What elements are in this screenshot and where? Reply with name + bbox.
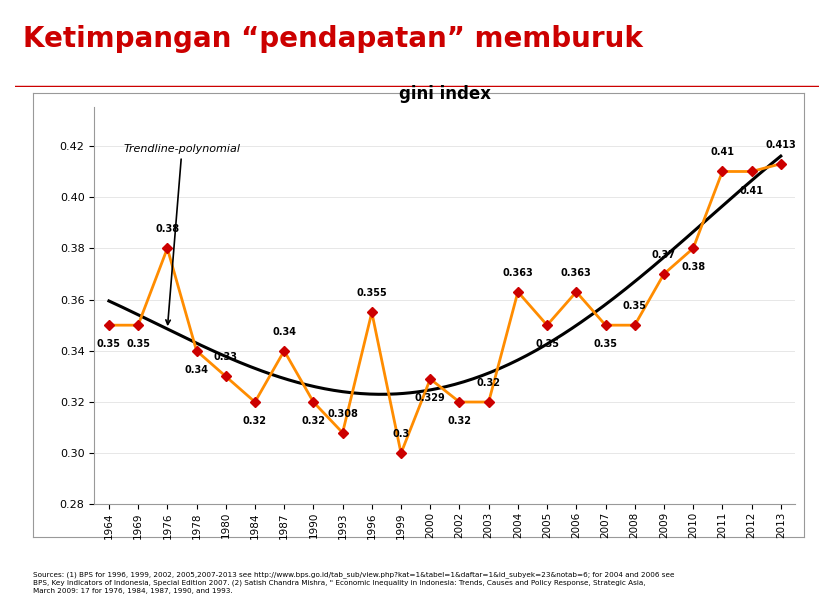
Text: 0.308: 0.308 — [327, 409, 358, 418]
Text: 0.34: 0.34 — [184, 365, 208, 375]
Text: 0.32: 0.32 — [447, 416, 471, 426]
Text: 0.35: 0.35 — [126, 339, 150, 349]
Text: 0.413: 0.413 — [764, 140, 795, 150]
Text: 0.41: 0.41 — [709, 147, 734, 158]
Text: 0.38: 0.38 — [681, 263, 704, 272]
Text: 0.38: 0.38 — [155, 224, 179, 234]
Text: 0.3: 0.3 — [392, 429, 410, 439]
Text: 0.363: 0.363 — [560, 268, 591, 278]
Text: 0.35: 0.35 — [535, 339, 559, 349]
Text: Ketimpangan “pendapatan” memburuk: Ketimpangan “pendapatan” memburuk — [23, 25, 642, 53]
Text: 0.363: 0.363 — [502, 268, 532, 278]
Text: 0.35: 0.35 — [622, 301, 646, 311]
Text: 0.32: 0.32 — [242, 416, 267, 426]
Title: gini index: gini index — [398, 85, 491, 103]
Text: 0.41: 0.41 — [739, 186, 762, 196]
Text: Trendline-polynomial: Trendline-polynomial — [124, 143, 240, 324]
Text: 0.35: 0.35 — [593, 339, 617, 349]
Text: 0.34: 0.34 — [272, 327, 296, 337]
Text: 0.32: 0.32 — [476, 378, 500, 388]
Text: 0.329: 0.329 — [414, 393, 445, 403]
Text: Sources: (1) BPS for 1996, 1999, 2002, 2005,2007-2013 see http://www.bps.go.id/t: Sources: (1) BPS for 1996, 1999, 2002, 2… — [33, 571, 673, 594]
Text: 0.355: 0.355 — [356, 288, 387, 298]
Text: 0.35: 0.35 — [97, 339, 120, 349]
Text: 0.33: 0.33 — [214, 352, 238, 362]
Text: 0.32: 0.32 — [301, 416, 325, 426]
Text: 0.37: 0.37 — [651, 250, 675, 260]
